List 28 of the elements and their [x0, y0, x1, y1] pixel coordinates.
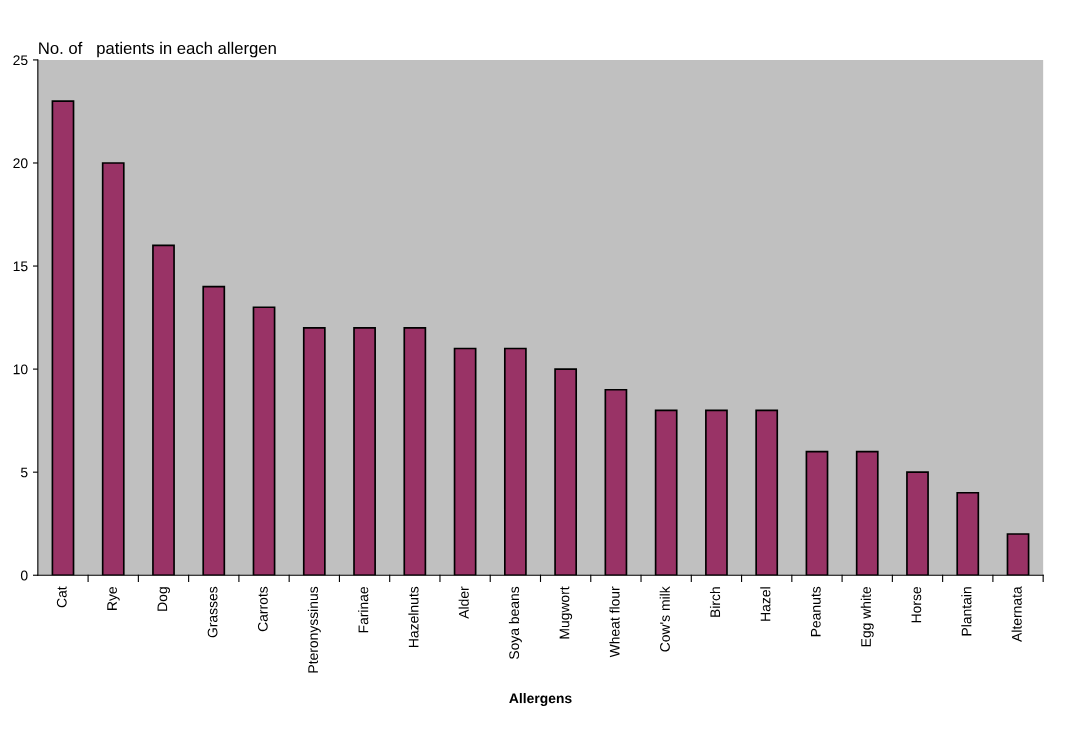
x-tick-label: Cow's milk: [659, 586, 670, 652]
x-tick-label: Alternata: [1011, 586, 1022, 642]
y-tick-label: 0: [20, 570, 28, 581]
x-tick-label: Farinae: [358, 586, 369, 633]
x-tick-label: Hazel: [760, 587, 771, 621]
y-tick-label: 25: [13, 55, 28, 66]
x-tick-label: Horse: [911, 586, 922, 623]
x-tick-label: Egg white: [860, 586, 874, 647]
x-tick-label: Pteronyssinus: [307, 586, 321, 673]
y-tick-label: 15: [13, 261, 28, 272]
x-tick-label: Alder: [458, 586, 469, 619]
x-tick-label: Grasses: [207, 586, 218, 638]
x-tick-label: Wheat flour: [609, 586, 620, 658]
x-tick-label: Cat: [56, 586, 67, 608]
x-tick-label: Soya beans: [508, 586, 522, 660]
y-tick-label: 20: [13, 158, 28, 169]
y-tick-label: 5: [20, 467, 28, 478]
x-tick-label: Rye: [107, 586, 120, 610]
x-tick-label: Hazelnuts: [408, 586, 419, 647]
x-tick-label: Peanuts: [811, 586, 821, 637]
y-tick-label: 10: [13, 364, 28, 375]
x-tick-label: Birch: [709, 587, 721, 617]
x-axis-title: Allergens: [509, 693, 572, 707]
x-tick-label: Carrots: [257, 586, 268, 632]
x-tick-label: Mugwort: [559, 586, 573, 639]
x-tick-label: Dog: [157, 587, 170, 611]
y-axis-title: No. of patients in each allergen: [39, 41, 276, 58]
x-tick-label: Plantain: [961, 587, 972, 636]
